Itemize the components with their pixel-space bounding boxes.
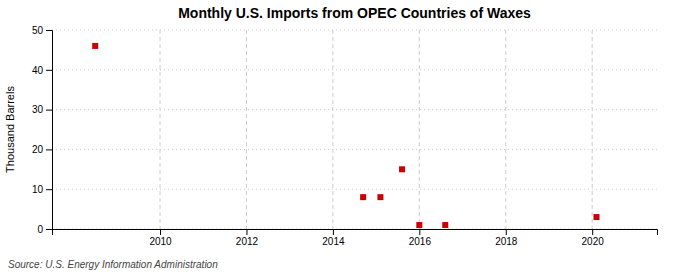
x-tick-label: 2016: [409, 236, 432, 247]
x-grid-line: [246, 30, 247, 229]
x-tick: 2012: [236, 229, 259, 247]
y-tick-mark: [46, 229, 52, 230]
data-point: [377, 194, 383, 200]
data-point: [360, 194, 366, 200]
y-axis: 0 10 20 30 40 50: [32, 25, 53, 235]
x-tick: 2020: [582, 229, 605, 247]
y-tick-mark: [46, 189, 52, 190]
y-tick-mark: [46, 70, 52, 71]
y-tick-label: 0: [37, 224, 43, 235]
x-tick-label: 2020: [582, 236, 605, 247]
y-tick-mark: [46, 110, 52, 111]
y-grid-line: [52, 109, 657, 110]
y-tick-label: 10: [32, 184, 44, 195]
x-grid-line: [592, 30, 593, 229]
y-axis-line: [46, 31, 53, 230]
y-tick: 30: [32, 104, 52, 115]
chart-svg: 2010 2012 2014 2016 2018 2020 0 10 20 30 40 50 Month…: [0, 0, 675, 275]
x-tick-mark: [419, 229, 420, 235]
data-point: [594, 214, 600, 220]
x-tick: 2014: [322, 229, 345, 247]
x-tick: 2018: [495, 229, 518, 247]
y-tick-mark: [46, 30, 52, 31]
y-grid-line: [52, 69, 657, 70]
grid: [52, 30, 657, 229]
x-grid-line: [160, 30, 161, 229]
x-tick-mark: [160, 229, 161, 235]
y-tick: 40: [32, 65, 52, 76]
x-tick: 2010: [149, 229, 172, 247]
data-point: [399, 166, 405, 172]
x-tick-label: 2014: [322, 236, 345, 247]
x-tick-label: 2012: [236, 236, 259, 247]
y-grid-line: [52, 149, 657, 150]
plot-area: 2010 2012 2014 2016 2018 2020 0 10 20 30 40 50: [32, 25, 658, 247]
x-grid-line: [419, 30, 420, 229]
x-tick-mark: [333, 229, 334, 235]
data-marks: [92, 43, 599, 228]
x-grid-line: [332, 30, 333, 229]
y-tick-label: 30: [32, 104, 44, 115]
data-point: [92, 43, 98, 49]
x-tick-mark: [506, 229, 507, 235]
y-tick: 50: [32, 25, 52, 36]
x-axis: 2010 2012 2014 2016 2018 2020: [53, 229, 658, 247]
y-tick: 0: [37, 224, 52, 235]
x-axis-line: [53, 230, 658, 236]
y-tick-mark: [46, 149, 52, 150]
y-grid-line: [52, 189, 657, 190]
data-point: [416, 222, 422, 228]
x-grid-line: [505, 30, 506, 229]
chart-title: Monthly U.S. Imports from OPEC Countries…: [178, 5, 531, 21]
x-tick-mark: [592, 229, 593, 235]
y-tick: 10: [32, 184, 52, 195]
y-tick: 20: [32, 144, 52, 155]
chart-container: 2010 2012 2014 2016 2018 2020 0 10 20 30 40 50 Month…: [0, 0, 675, 275]
source-annotation: Source: U.S. Energy Information Administ…: [8, 259, 218, 270]
data-point: [442, 222, 448, 228]
y-tick-label: 50: [32, 25, 44, 36]
x-tick-mark: [246, 229, 247, 235]
x-tick-label: 2010: [149, 236, 172, 247]
y-grid-line: [52, 30, 657, 31]
x-tick-label: 2018: [495, 236, 518, 247]
y-tick-label: 20: [32, 144, 44, 155]
x-tick: 2016: [409, 229, 432, 247]
y-axis-label: Thousand Barrels: [4, 86, 16, 173]
y-tick-label: 40: [32, 65, 44, 76]
